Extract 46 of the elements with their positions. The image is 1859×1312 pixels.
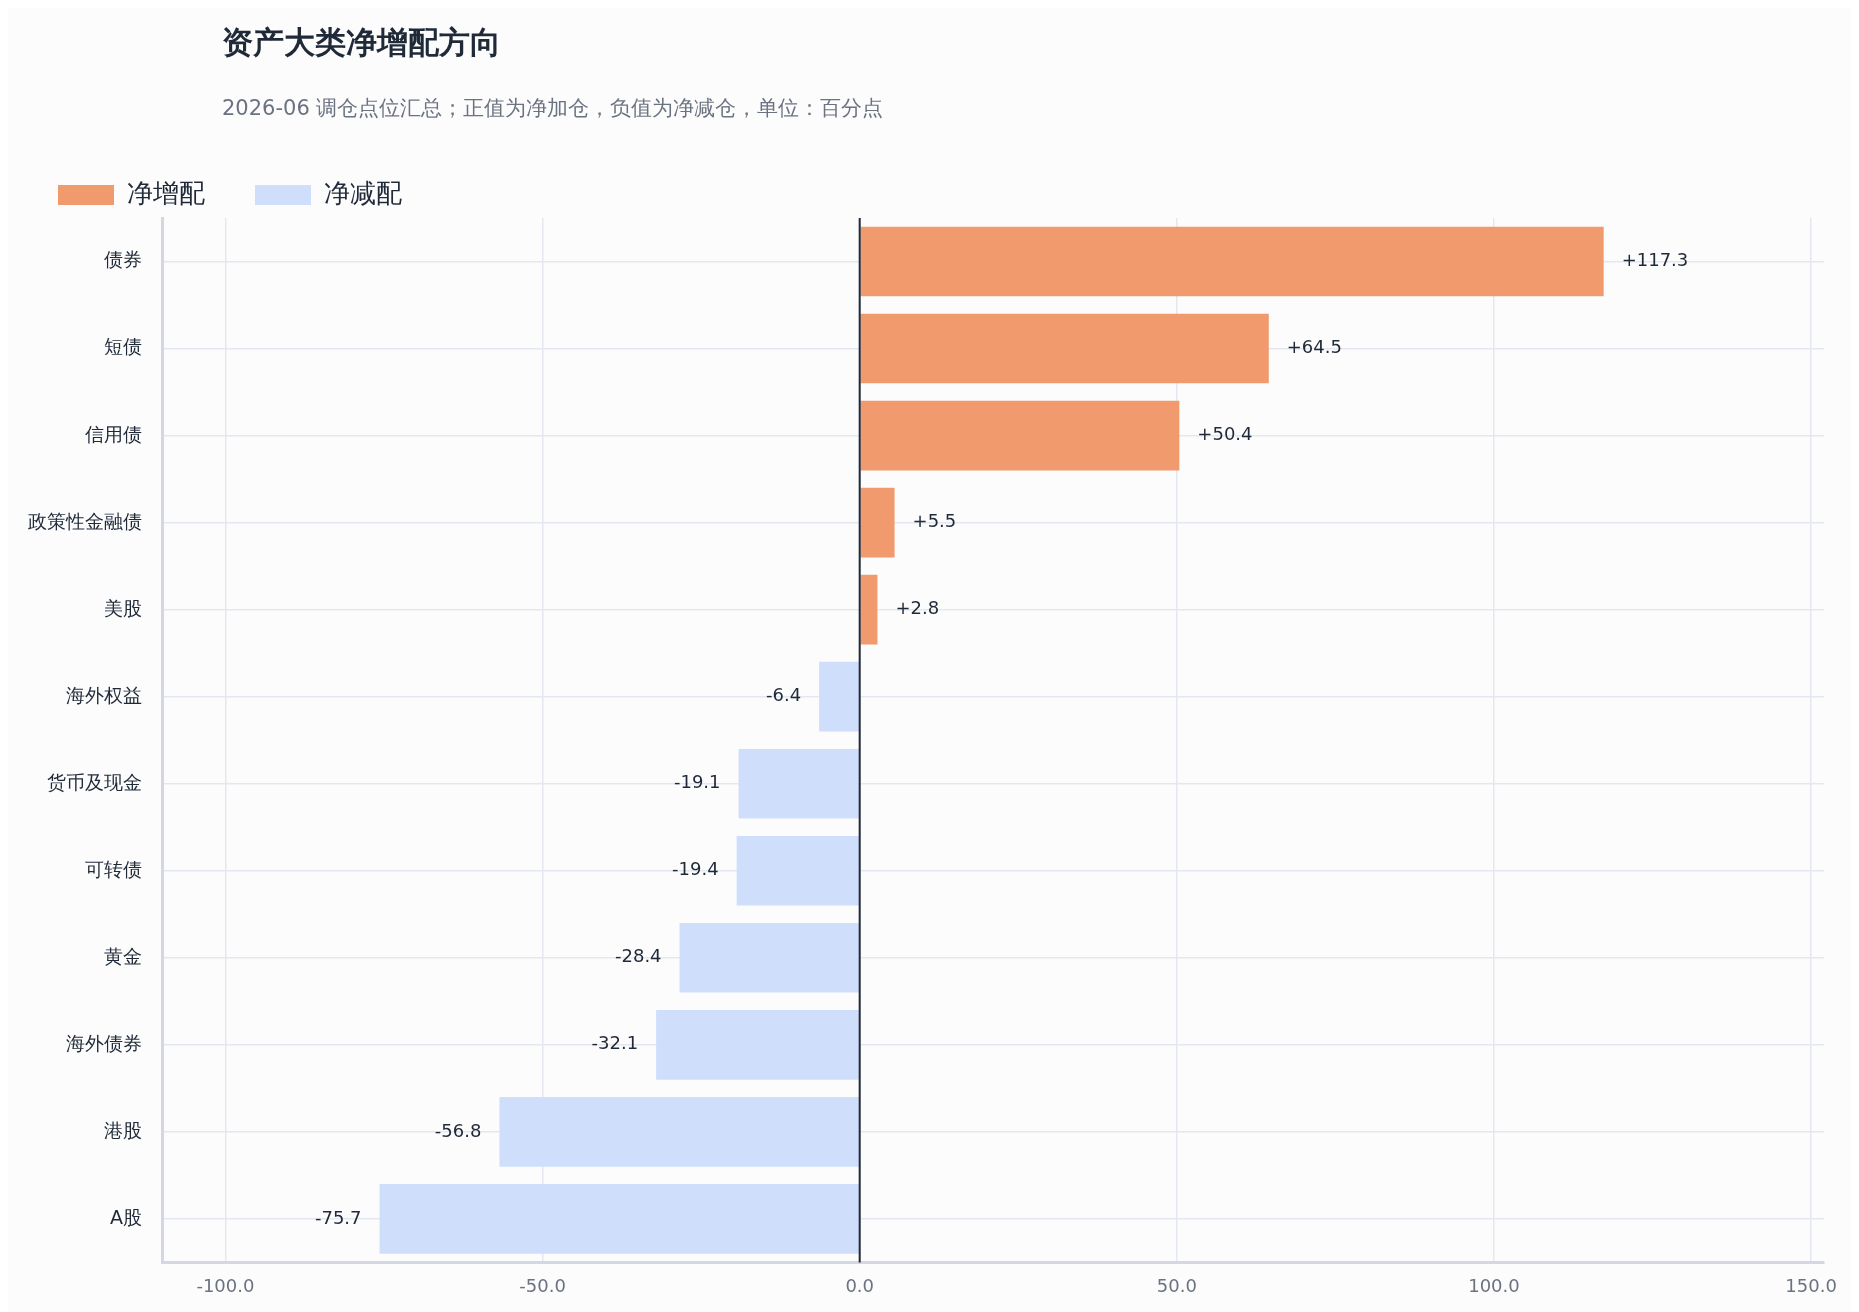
data-label: -56.8 (434, 1119, 482, 1141)
chart-subtitle: 2026-06 调仓点位汇总；正值为净加仓，负值为净减仓，单位：百分点 (222, 95, 885, 122)
data-label: +117.3 (1621, 249, 1689, 271)
data-label: -32.1 (591, 1032, 639, 1054)
y-tick-label: 海外权益 (66, 683, 142, 706)
y-tick-label: 美股 (104, 596, 142, 619)
bar (860, 574, 878, 645)
bar (860, 313, 1269, 384)
bar (736, 835, 859, 906)
y-tick-label: 货币及现金 (47, 770, 142, 793)
data-label: -28.4 (614, 945, 662, 967)
y-tick-label: 债券 (104, 248, 142, 271)
bar (679, 922, 859, 993)
legend-label: 净减配 (324, 177, 402, 208)
data-label: +50.4 (1197, 423, 1253, 445)
data-label: -19.4 (672, 858, 719, 880)
bar (379, 1184, 859, 1254)
bar (860, 226, 1604, 297)
y-tick-label: 可转债 (85, 857, 142, 880)
x-tick-label: 150.0 (1785, 1274, 1837, 1296)
y-tick-label: 信用债 (85, 422, 142, 445)
y-tick-label: 海外债券 (66, 1031, 142, 1054)
bar (860, 487, 895, 558)
y-tick-label: 政策性金融债 (28, 509, 142, 532)
data-label: -75.7 (314, 1206, 362, 1228)
bar (860, 400, 1180, 471)
y-tick-label: A股 (110, 1205, 142, 1228)
y-tick-label: 港股 (104, 1118, 142, 1141)
bar (819, 661, 859, 732)
bar (656, 1010, 859, 1080)
legend-label: 净增配 (127, 177, 205, 208)
x-tick-label: -50.0 (519, 1274, 566, 1296)
bar (499, 1097, 859, 1167)
data-label: +2.8 (895, 597, 940, 619)
data-label: -6.4 (765, 684, 802, 706)
x-tick-label: 100.0 (1468, 1274, 1520, 1296)
x-tick-label: 50.0 (1156, 1274, 1197, 1296)
data-label: +5.5 (912, 510, 957, 532)
bar (738, 748, 859, 819)
data-label: -19.1 (673, 771, 721, 793)
data-label: +64.5 (1286, 336, 1342, 358)
x-tick-label: 0.0 (845, 1274, 875, 1296)
y-tick-label: 短债 (104, 335, 142, 358)
chart-title: 资产大类净增配方向 (222, 23, 502, 62)
x-tick-label: -100.0 (196, 1274, 255, 1296)
y-tick-label: 黄金 (104, 944, 142, 967)
